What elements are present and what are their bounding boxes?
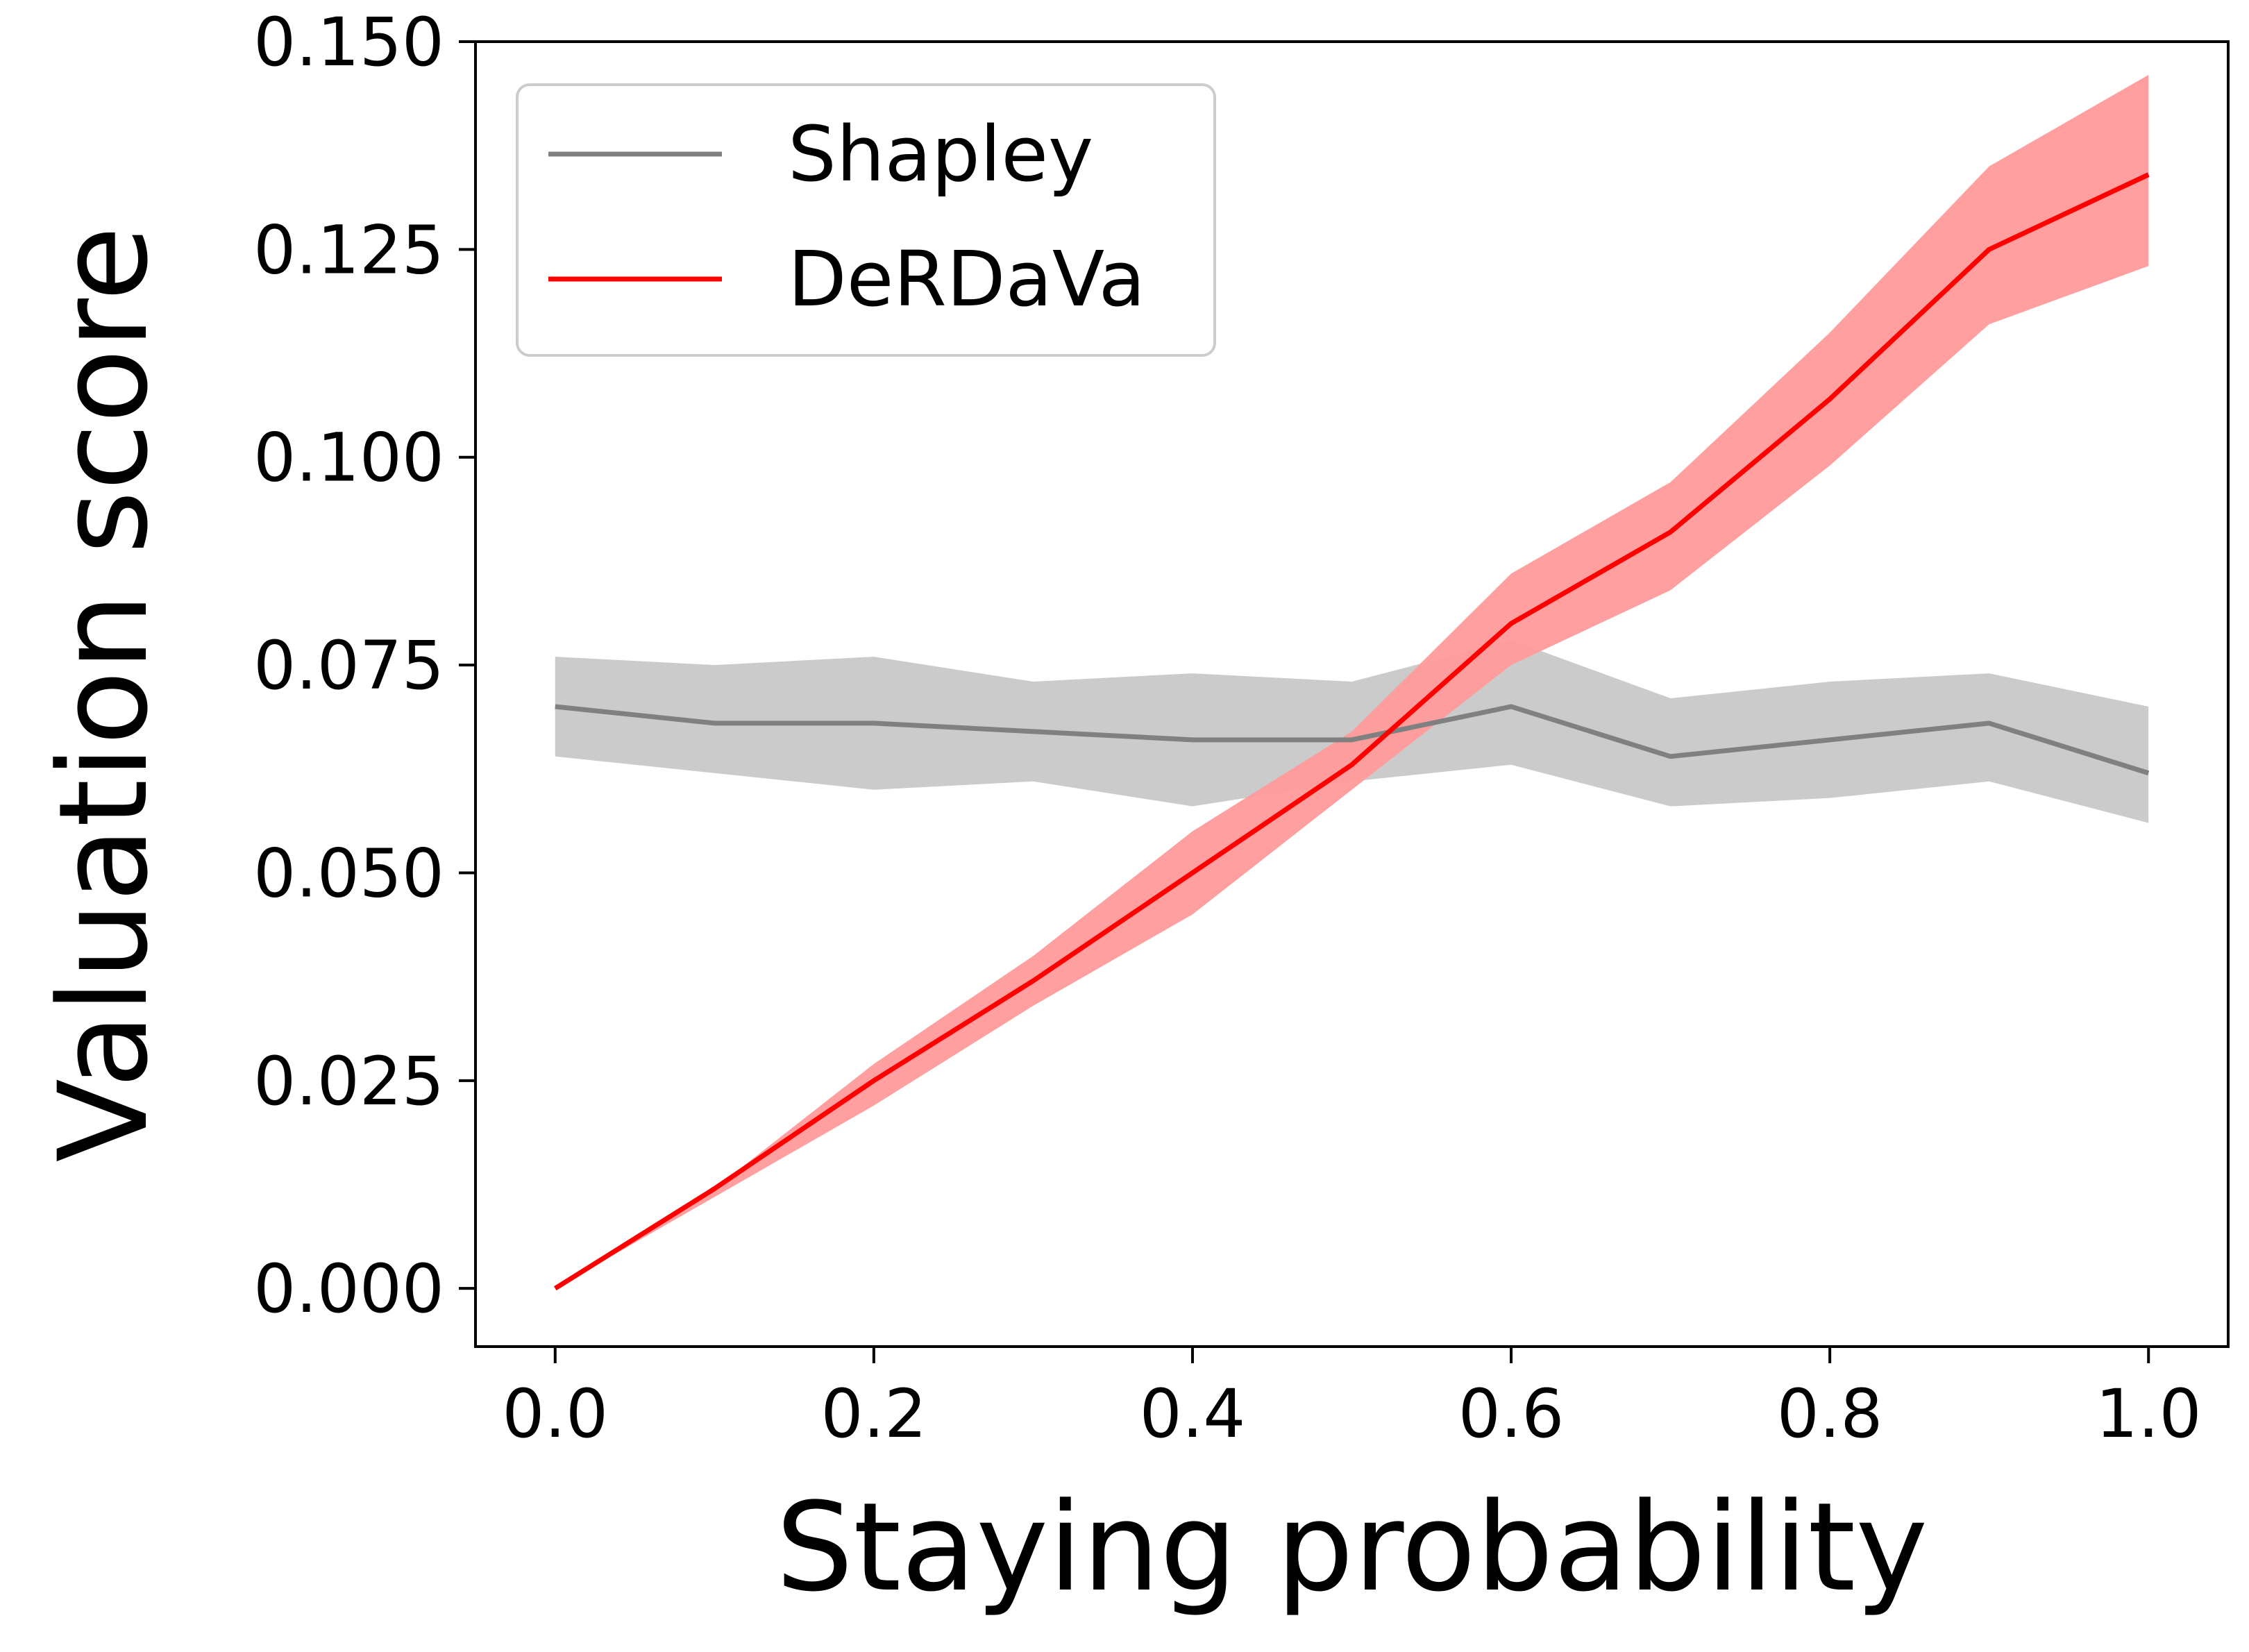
- legend: Shapley DeRDaVa: [516, 83, 1216, 357]
- x-tick-label: 0.0: [502, 1375, 608, 1453]
- x-axis-label: Staying probability: [776, 1476, 1928, 1619]
- y-axis-label: Valuation score: [33, 226, 175, 1163]
- y-tick-label: 0.025: [253, 1043, 444, 1120]
- y-axis-ticks: 0.000 0.025 0.050 0.075 0.100 0.125 0.150: [253, 3, 475, 1328]
- y-tick-label: 0.125: [253, 211, 444, 289]
- legend-label-derdava: DeRDaVa: [788, 235, 1145, 323]
- x-tick-label: 0.2: [821, 1375, 927, 1453]
- legend-label-shapley: Shapley: [788, 110, 1093, 199]
- series-lines: [553, 172, 2150, 1291]
- plot-frame: [474, 40, 2230, 1348]
- shapley-line: [555, 704, 2150, 776]
- derdava-line: [553, 172, 2150, 1291]
- y-tick-label: 0.150: [253, 3, 444, 81]
- x-axis-ticks: 0.0 0.2 0.4 0.6 0.8 1.0: [502, 1347, 2202, 1453]
- derdava-band: [555, 74, 2149, 1289]
- x-tick-label: 0.4: [1140, 1375, 1246, 1453]
- y-tick-label: 0.075: [253, 627, 444, 705]
- y-tick-label: 0.100: [253, 419, 444, 497]
- confidence-bands: [555, 74, 2149, 1289]
- x-tick-label: 0.6: [1458, 1375, 1565, 1453]
- x-tick-label: 0.8: [1777, 1375, 1883, 1453]
- y-tick-label: 0.000: [253, 1250, 444, 1328]
- y-tick-label: 0.050: [253, 834, 444, 912]
- x-tick-label: 1.0: [2096, 1375, 2202, 1453]
